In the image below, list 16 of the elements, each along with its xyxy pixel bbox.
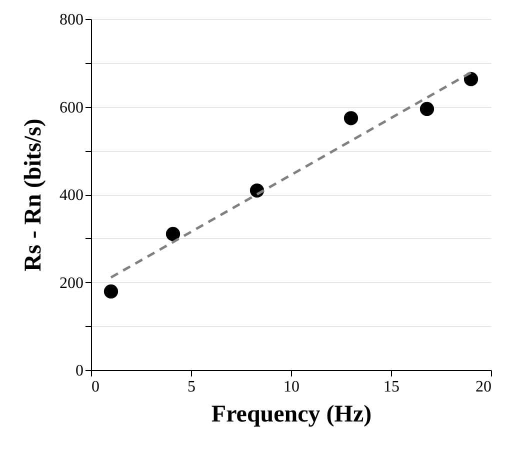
point: [104, 284, 118, 299]
x-tick-label: 0: [92, 378, 100, 396]
y-tick-label: 800: [60, 12, 84, 28]
x-axis-title: Frequency (Hz): [211, 402, 372, 428]
point: [344, 111, 358, 126]
x-tick-label: 20: [476, 378, 492, 396]
x-tick-label: 5: [188, 378, 196, 396]
y-tick-label: 600: [60, 99, 84, 116]
y-tick-label: 200: [60, 274, 84, 292]
y-axis-title: Rs - Rn (bits/s): [20, 118, 46, 272]
x-tick-label: 15: [384, 378, 400, 396]
point: [420, 102, 434, 116]
y-tick-label: 0: [76, 362, 84, 380]
point: [166, 226, 180, 242]
y-tick-label: 400: [60, 187, 84, 204]
x-tick-label: 10: [284, 378, 300, 396]
